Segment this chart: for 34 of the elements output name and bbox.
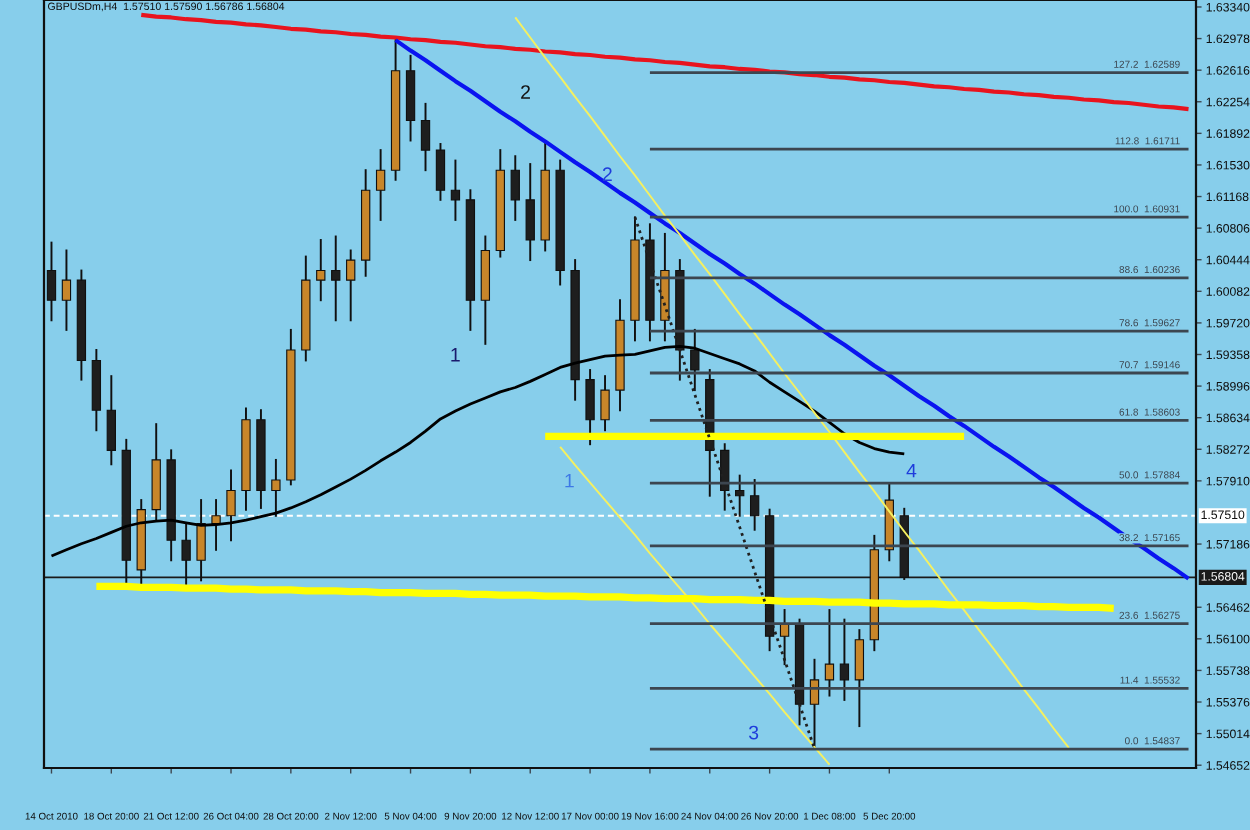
candlestick: [331, 235, 341, 322]
candlestick: [226, 469, 236, 542]
candlestick: [600, 375, 610, 432]
line-series: [559, 445, 831, 766]
candlestick: [211, 499, 221, 551]
line-series: [92, 582, 1118, 612]
candlestick: [839, 618, 850, 701]
candlestick: [585, 369, 595, 446]
annotation: 3: [748, 725, 759, 740]
candlestick: [735, 474, 745, 517]
annotation: 1: [565, 473, 574, 488]
annotation: 1: [451, 348, 460, 362]
candlestick: [316, 239, 326, 302]
candlestick: [749, 479, 760, 531]
candlestick: [854, 629, 865, 728]
candlestick: [525, 163, 535, 262]
candlestick: [510, 155, 520, 221]
candlestick: [450, 159, 461, 221]
candlestick: [435, 143, 446, 201]
annotation: 4: [906, 463, 917, 478]
candlestick: [420, 102, 431, 172]
line-series: [139, 12, 1191, 112]
candlestick: [375, 149, 386, 221]
candlestick: [346, 249, 356, 322]
candlestick: [271, 458, 281, 517]
annotation: 2: [521, 85, 530, 99]
candlestick: [106, 375, 116, 466]
candlestick: [61, 249, 72, 331]
line-series: [393, 38, 1191, 581]
candlestick: [824, 609, 835, 697]
line-series: [514, 16, 1070, 749]
candlestick: [690, 328, 700, 392]
annotation: 2: [602, 167, 612, 181]
line-series: [50, 345, 906, 558]
